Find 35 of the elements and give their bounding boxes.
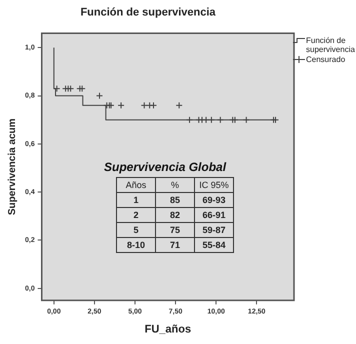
legend-label: Función de supervivencia [306,36,356,54]
point [53,85,60,92]
point [150,102,158,109]
annotation: 1 [116,192,156,208]
point [270,116,278,124]
point [146,102,154,109]
annotation: 5 [116,222,156,238]
annotation: 66-91 [194,208,234,222]
point [96,92,103,100]
annotation: 75 [156,222,194,238]
y-axis-title: Supervivencia acum [6,118,18,216]
point [176,102,183,109]
annotation: Años [116,178,156,192]
annotation: 82 [156,208,194,222]
point [272,116,280,124]
point [78,85,86,92]
annotation: 2 [116,208,156,222]
point [229,116,236,124]
point [118,102,125,109]
legend-label: Censurado [306,55,346,64]
annotation: 55-84 [194,238,234,252]
annotation: Supervivencia Global [104,160,228,174]
annotation: 69-93 [194,192,234,208]
point [76,85,84,92]
annotation: 85 [156,192,194,208]
annotation: % [156,178,194,192]
x-axis-title: FU_años [144,323,192,336]
point [67,85,74,92]
chart-title: Función de supervivencia [80,6,216,19]
annotation: IC 95% [194,178,234,192]
point [231,116,238,124]
annotation: 8-10 [116,238,156,252]
point [140,102,148,109]
annotation: 59-87 [194,222,234,238]
annotation: 71 [156,238,194,252]
